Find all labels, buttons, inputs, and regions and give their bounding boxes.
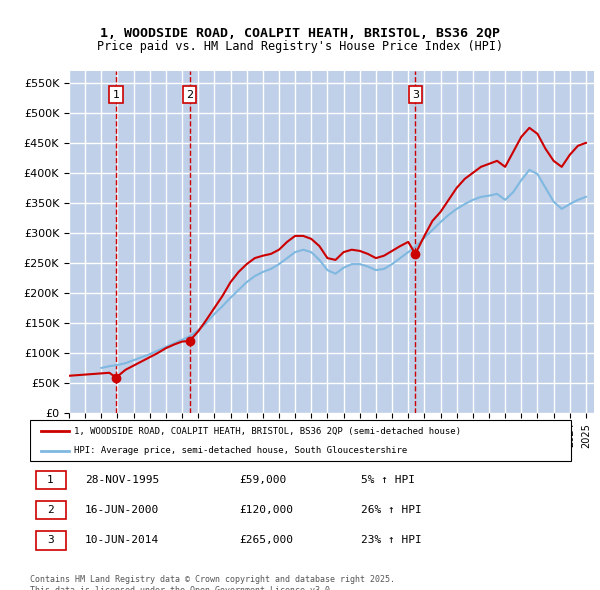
Text: 1: 1 bbox=[47, 475, 54, 485]
Text: 2: 2 bbox=[186, 90, 193, 100]
Text: £120,000: £120,000 bbox=[240, 505, 294, 515]
Text: HPI: Average price, semi-detached house, South Gloucestershire: HPI: Average price, semi-detached house,… bbox=[74, 446, 407, 455]
Text: 1: 1 bbox=[113, 90, 119, 100]
Text: £265,000: £265,000 bbox=[240, 535, 294, 545]
Text: 10-JUN-2014: 10-JUN-2014 bbox=[85, 535, 160, 545]
Text: 26% ↑ HPI: 26% ↑ HPI bbox=[361, 505, 422, 515]
FancyBboxPatch shape bbox=[30, 420, 571, 461]
FancyBboxPatch shape bbox=[35, 531, 66, 549]
FancyBboxPatch shape bbox=[35, 471, 66, 489]
Text: £59,000: £59,000 bbox=[240, 475, 287, 485]
Text: Contains HM Land Registry data © Crown copyright and database right 2025.
This d: Contains HM Land Registry data © Crown c… bbox=[30, 575, 395, 590]
Text: 5% ↑ HPI: 5% ↑ HPI bbox=[361, 475, 415, 485]
Text: 3: 3 bbox=[47, 535, 54, 545]
Text: 28-NOV-1995: 28-NOV-1995 bbox=[85, 475, 160, 485]
Text: 1, WOODSIDE ROAD, COALPIT HEATH, BRISTOL, BS36 2QP (semi-detached house): 1, WOODSIDE ROAD, COALPIT HEATH, BRISTOL… bbox=[74, 427, 461, 436]
Text: 2: 2 bbox=[47, 505, 54, 515]
Text: 1, WOODSIDE ROAD, COALPIT HEATH, BRISTOL, BS36 2QP: 1, WOODSIDE ROAD, COALPIT HEATH, BRISTOL… bbox=[100, 27, 500, 40]
Text: 16-JUN-2000: 16-JUN-2000 bbox=[85, 505, 160, 515]
Text: Price paid vs. HM Land Registry's House Price Index (HPI): Price paid vs. HM Land Registry's House … bbox=[97, 40, 503, 53]
FancyBboxPatch shape bbox=[35, 501, 66, 519]
Text: 3: 3 bbox=[412, 90, 419, 100]
Text: 23% ↑ HPI: 23% ↑ HPI bbox=[361, 535, 422, 545]
